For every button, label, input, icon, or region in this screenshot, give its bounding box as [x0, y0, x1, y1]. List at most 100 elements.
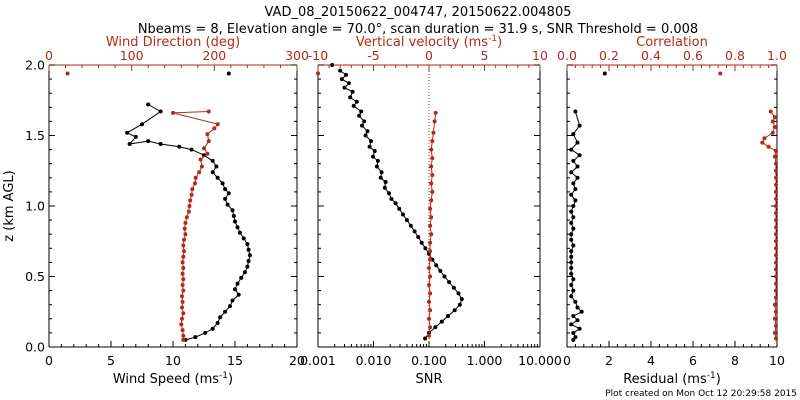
data-point-black	[348, 95, 353, 100]
x-tick-label: 2	[605, 353, 613, 368]
data-point-black	[569, 271, 574, 276]
data-point-red	[181, 254, 186, 259]
data-point-black	[339, 77, 344, 82]
data-point-red	[774, 288, 778, 293]
data-point-black	[404, 218, 409, 223]
data-point-black	[571, 181, 576, 186]
top-axis-label: Wind Direction (deg)	[106, 35, 240, 50]
data-point-black	[575, 175, 580, 180]
data-point-red	[427, 266, 431, 270]
data-point-black	[577, 326, 582, 331]
data-point-red	[428, 325, 433, 330]
data-point-red	[772, 154, 777, 159]
data-point-black	[354, 99, 359, 104]
data-point-black	[146, 139, 151, 144]
x-tick-label: 0	[45, 353, 53, 368]
data-point-red	[429, 164, 434, 169]
series-line-black	[570, 111, 583, 341]
data-point-red	[774, 246, 778, 251]
data-point-black	[158, 109, 163, 114]
data-point-black	[214, 164, 219, 169]
data-point-black	[210, 326, 215, 331]
data-point-red	[180, 271, 185, 276]
data-point-black	[571, 215, 576, 220]
data-point-black	[387, 191, 391, 196]
data-point-black	[569, 170, 574, 175]
data-point-black	[571, 158, 576, 163]
top-tick-label: 0.2	[599, 48, 619, 63]
data-point-black	[389, 196, 394, 201]
data-point-red	[198, 157, 203, 162]
data-point-red	[772, 125, 777, 129]
data-point-red	[430, 139, 435, 144]
data-point-red	[205, 151, 210, 156]
data-point-red	[774, 161, 778, 166]
data-point-black	[569, 254, 574, 259]
data-point-black	[569, 147, 574, 152]
data-point-black	[359, 109, 364, 114]
data-point-red	[183, 232, 188, 237]
data-point-red	[772, 115, 777, 120]
data-point-black	[223, 309, 228, 314]
data-point-red	[427, 316, 431, 321]
data-point-black	[344, 72, 348, 77]
data-point-red	[774, 225, 778, 230]
data-point-red	[762, 136, 767, 141]
data-point-red	[772, 330, 777, 335]
data-point-black	[246, 247, 251, 252]
data-point-black	[573, 299, 578, 304]
data-point-red	[774, 274, 778, 279]
data-point-red	[181, 288, 186, 293]
data-point-red	[181, 311, 186, 316]
data-point-red	[430, 189, 435, 194]
data-point-red	[432, 119, 437, 124]
data-point-red	[774, 168, 778, 173]
data-point-black	[223, 187, 228, 192]
data-point-black	[193, 335, 198, 340]
data-point-black	[225, 202, 230, 207]
data-point-black	[241, 236, 246, 241]
data-point-black	[457, 302, 462, 307]
top-tick-label: 5	[481, 48, 489, 63]
panel-residual: 0 2 4 6 8 10 0.0 0.2 0.4 0.6 0.8 1.0	[557, 48, 787, 368]
y-axis-label: z (km AGL)	[2, 170, 17, 241]
x-tick-label: 10.000	[518, 353, 562, 368]
data-point-black	[569, 249, 574, 254]
data-point-red	[179, 322, 184, 327]
data-point-red	[774, 295, 778, 300]
data-point-black	[416, 235, 421, 239]
data-point-black	[423, 336, 428, 341]
data-point-black	[330, 63, 335, 67]
x-tick-label: 10	[769, 353, 785, 368]
data-point-black	[346, 81, 351, 86]
data-point-red	[428, 308, 433, 313]
data-point-red	[774, 182, 778, 187]
data-point-red	[182, 237, 186, 242]
data-point-black	[456, 291, 461, 296]
data-point-black	[569, 220, 574, 225]
data-point-black	[442, 274, 447, 279]
data-point-red	[429, 232, 434, 237]
data-point-black	[602, 71, 607, 76]
top-axis-label: Correlation	[636, 35, 708, 50]
data-point-black	[362, 119, 367, 124]
data-point-black	[125, 130, 130, 135]
data-point-black	[575, 305, 580, 310]
top-tick-label: 0	[425, 48, 433, 63]
data-point-red	[774, 253, 778, 258]
data-point-red	[181, 337, 186, 342]
data-point-black	[379, 170, 384, 175]
data-point-black	[245, 242, 250, 247]
data-point-black	[215, 175, 220, 180]
data-point-red	[202, 146, 206, 151]
data-point-black	[236, 292, 241, 297]
data-point-red	[428, 249, 433, 254]
data-point-black	[569, 192, 574, 197]
data-point-red	[429, 181, 434, 186]
data-point-black	[203, 330, 208, 335]
series-line-black	[126, 104, 251, 341]
data-point-black	[242, 270, 247, 275]
y-tick-label: 1.0	[25, 199, 45, 214]
plot-created-footer: Plot created on Mon Oct 12 20:29:58 2015	[605, 389, 797, 399]
